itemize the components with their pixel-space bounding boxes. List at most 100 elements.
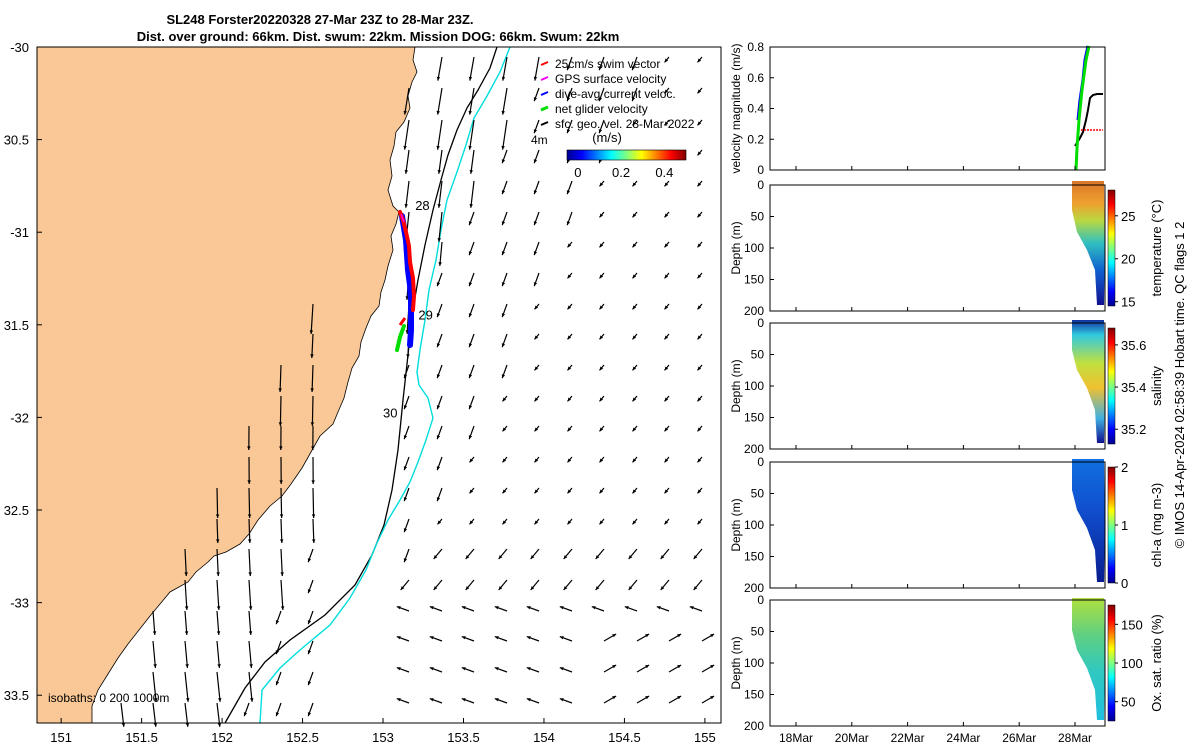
swim-vector-track-2 (398, 317, 407, 326)
current-arrow-head (566, 97, 571, 102)
current-arrow (469, 87, 475, 115)
current-arrow-head (433, 586, 438, 590)
current-arrow-head (533, 190, 538, 195)
current-arrow (311, 395, 314, 427)
map-y-tick-label: 32.5 (4, 503, 29, 518)
current-arrow-head (697, 366, 702, 371)
panel-y-tick-label: 50 (751, 210, 765, 224)
colorbar-tick-label: 2 (1121, 460, 1128, 475)
current-arrow-head (461, 698, 466, 702)
current-arrow (439, 241, 443, 266)
current-arrow (437, 87, 443, 115)
current-arrow-head (498, 555, 503, 559)
panel-y-tick-label: 0.8 (747, 40, 764, 54)
current-arrow-head (280, 606, 285, 610)
current-arrow (184, 610, 188, 635)
panel-x-tick-label: 24Mar (946, 731, 980, 745)
map-y-tick-label: 30.5 (4, 133, 29, 148)
current-arrow-head (677, 634, 682, 638)
panel-y-tick-label: 200 (744, 442, 764, 456)
panel-y-tick-label: 150 (744, 273, 764, 287)
current-arrow-head (632, 121, 637, 126)
legend-swatch (540, 105, 549, 112)
map-x-tick-label: 153.5 (447, 730, 480, 745)
map-x-tick-label: 155 (694, 730, 716, 745)
current-arrow-head (501, 76, 506, 81)
current-arrow-head (494, 606, 499, 610)
current-arrow-head (664, 397, 669, 402)
current-arrow-head (599, 397, 604, 402)
current-arrow-head (436, 405, 441, 410)
current-arrow-head (563, 586, 568, 590)
current-arrow-head (533, 159, 538, 164)
current-arrow-head (501, 145, 505, 150)
panel-frame (769, 322, 1106, 450)
current-arrow-head (677, 665, 682, 669)
current-arrow-head (437, 520, 442, 525)
current-arrow-head (396, 636, 401, 640)
panel-y-tick-label: 0.4 (747, 102, 764, 116)
panel-y-tick-label: 0.6 (747, 71, 764, 85)
current-arrow-head (501, 221, 506, 226)
current-arrow-head (275, 712, 280, 717)
current-arrow-head (468, 251, 473, 256)
current-arrow-head (599, 305, 604, 310)
current-arrow-head (403, 435, 408, 440)
current-arrow (502, 87, 508, 115)
current-arrow-head (628, 555, 633, 559)
panel-y-label: Depth (m) (729, 498, 743, 551)
current-arrow (152, 640, 157, 668)
current-arrow-head (664, 182, 669, 187)
variable-colorbar (1107, 189, 1116, 307)
current-arrow-head (404, 204, 408, 208)
variable-label: Ox. sat. ratio (%) (1149, 614, 1164, 712)
current-arrow-head (567, 397, 572, 402)
current-arrow-head (697, 121, 702, 126)
current-arrow-head (494, 636, 499, 640)
current-arrow-head (632, 305, 637, 310)
velocity-green (1074, 45, 1091, 171)
current-arrow-head (710, 696, 715, 700)
current-arrow-head (433, 555, 438, 559)
current-arrow-head (437, 169, 442, 174)
current-arrow-head (534, 489, 539, 494)
colorbar-tick-label: 20 (1121, 252, 1135, 267)
current-arrow-head (185, 723, 190, 727)
current-arrow-head (645, 634, 650, 638)
current-arrow-head (309, 330, 314, 334)
panel-y-tick-label: 50 (751, 487, 765, 501)
current-arrow-head (534, 458, 539, 463)
current-arrow-head (559, 636, 564, 640)
footer-note: © IMOS 14-Apr-2024 02:58:39 Hobart time.… (1172, 222, 1187, 549)
current-arrow-head (216, 572, 220, 576)
current-arrow-head (311, 446, 315, 450)
current-arrow (470, 149, 475, 174)
current-arrow (469, 56, 475, 81)
current-arrow-head (502, 520, 507, 525)
current-arrow-head (279, 446, 283, 450)
legend-swatch (540, 61, 549, 66)
current-arrow-head (599, 520, 604, 525)
colorbar-tick-label: 150 (1121, 617, 1143, 632)
current-arrow-head (563, 555, 568, 559)
current-arrow-head (534, 520, 539, 525)
current-arrow (248, 579, 252, 610)
current-arrow (534, 56, 540, 81)
current-arrow (280, 579, 284, 610)
current-arrow-head (631, 66, 636, 71)
current-arrow-head (628, 586, 633, 590)
map-y-tick-label: -33 (10, 596, 29, 611)
current-arrow-head (307, 558, 312, 563)
current-arrow-head (632, 397, 637, 402)
current-arrow-head (559, 698, 564, 702)
current-arrow-head (436, 497, 441, 502)
current-arrow-head (502, 427, 507, 432)
current-arrow-head (599, 366, 604, 371)
current-arrow-head (396, 606, 401, 610)
current-arrow-head (567, 305, 572, 310)
current-arrow-head (530, 586, 535, 590)
current-arrow-head (248, 631, 253, 635)
current-arrow-head (310, 388, 314, 392)
current-arrow-head (501, 374, 506, 379)
